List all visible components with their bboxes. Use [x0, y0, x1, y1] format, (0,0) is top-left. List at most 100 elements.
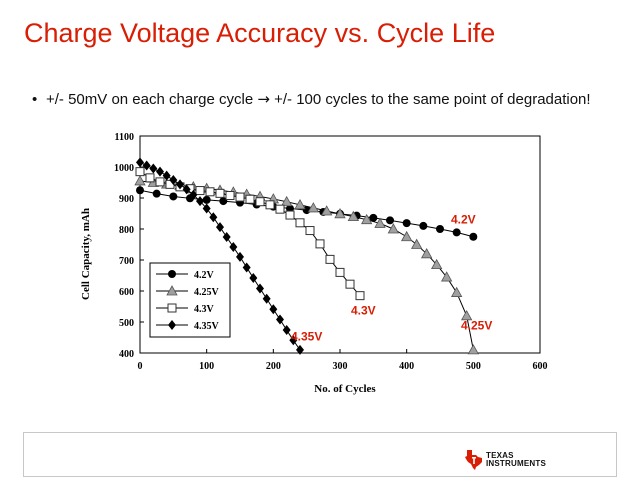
data-point [195, 186, 205, 196]
data-point [285, 210, 295, 220]
data-point [305, 226, 315, 236]
data-point [216, 222, 224, 233]
bullet-rest: +/- 100 cycles to the same point of degr… [274, 91, 591, 108]
data-point [142, 160, 151, 171]
data-point [249, 272, 258, 283]
data-point [450, 286, 463, 297]
y-tick-label: 400 [119, 349, 134, 360]
data-point [205, 187, 215, 197]
legend-label: 4.25V [194, 287, 220, 298]
data-point [202, 195, 211, 204]
data-point [460, 309, 473, 321]
data-point [387, 223, 400, 234]
bullet-text: +/- 50mV on each charge cycle → +/- 100 … [46, 90, 612, 109]
data-point [202, 203, 211, 214]
ti-wordmark-line2: Instruments [486, 459, 546, 468]
ti-logo: Texas Instruments [465, 449, 546, 471]
x-tick-label: 0 [138, 361, 143, 372]
y-tick-label: 800 [119, 225, 134, 236]
data-point [295, 218, 305, 228]
series-4-35v [136, 157, 304, 355]
data-point [369, 213, 378, 222]
data-point [419, 221, 428, 230]
series-layer [134, 157, 480, 355]
legend-marker [168, 320, 176, 330]
y-tick-label: 600 [119, 287, 134, 298]
data-point [145, 173, 155, 183]
y-tick-label: 1000 [114, 163, 134, 174]
data-point [360, 213, 373, 225]
data-point [136, 186, 144, 195]
y-tick-label: 700 [119, 256, 134, 267]
data-point [269, 304, 278, 315]
data-point [286, 204, 294, 213]
data-point [134, 175, 146, 186]
data-point [315, 239, 325, 249]
bullet-dot: • [32, 91, 38, 108]
data-point [162, 170, 171, 181]
legend-label: 4.35V [194, 321, 220, 332]
y-axis-label: Cell Capacity, mAh [80, 208, 92, 300]
data-point [420, 247, 433, 259]
y-tick-label: 900 [119, 194, 134, 205]
data-point [196, 196, 204, 207]
data-point [155, 177, 165, 187]
x-tick-label: 300 [333, 361, 348, 372]
bullet-lead: +/- 50mV on each charge cycle [46, 91, 254, 108]
x-tick-label: 500 [466, 361, 481, 372]
data-point [320, 205, 333, 216]
data-point [149, 163, 158, 174]
data-point [355, 291, 365, 301]
data-point [219, 197, 228, 206]
data-point [430, 258, 443, 270]
data-point [222, 232, 231, 243]
annotations: 4.2V 4.3V 4.25V 4.35V [291, 212, 492, 343]
data-point [262, 293, 271, 304]
x-tick-label: 200 [266, 361, 281, 372]
data-point [256, 283, 264, 294]
data-point [156, 166, 164, 177]
data-point [296, 344, 304, 355]
data-point [215, 188, 225, 198]
legend-marker [166, 285, 178, 296]
data-point [276, 314, 284, 325]
data-point [400, 230, 413, 242]
ti-wordmark: Texas Instruments [486, 452, 546, 468]
data-point [136, 157, 144, 168]
data-point [289, 335, 298, 346]
data-point [236, 251, 244, 262]
y-tick-label: 1100 [115, 132, 134, 143]
footer-top-border [23, 432, 617, 433]
data-point [440, 271, 453, 282]
slide-title: Charge Voltage Accuracy vs. Cycle Life [24, 18, 496, 48]
data-point [152, 189, 161, 198]
data-point [334, 207, 346, 219]
legend-label: 4.3V [194, 304, 215, 315]
x-axis-label: No. of Cycles [314, 383, 376, 395]
cycle-life-chart: 400 500 600 700 800 900 1000 1100 0 100 200 300 400… [80, 132, 548, 395]
data-point [275, 204, 285, 214]
data-point [265, 200, 275, 210]
annotation-label: 4.2V [451, 212, 476, 226]
data-point [225, 191, 235, 201]
data-point [245, 194, 255, 204]
data-point [176, 179, 184, 190]
data-point [307, 202, 320, 213]
x-tick-label: 100 [199, 361, 214, 372]
data-point [410, 238, 423, 249]
legend: 4.2V 4.25V 4.3V 4.35V [149, 262, 231, 338]
data-point [280, 195, 293, 207]
data-point [386, 216, 394, 225]
texas-state-icon [465, 450, 482, 470]
footer-right-border [616, 432, 617, 476]
data-point [182, 184, 191, 195]
data-point [345, 279, 355, 289]
data-point [402, 219, 411, 228]
annotation-label: 4.35V [291, 329, 322, 343]
x-axis-ticks: 0 100 200 300 400 500 600 [138, 349, 548, 372]
legend-marker [167, 303, 177, 313]
footer-bottom-border [23, 476, 617, 477]
annotation-label: 4.3V [351, 303, 376, 317]
data-point [242, 262, 251, 273]
data-point [347, 210, 360, 221]
